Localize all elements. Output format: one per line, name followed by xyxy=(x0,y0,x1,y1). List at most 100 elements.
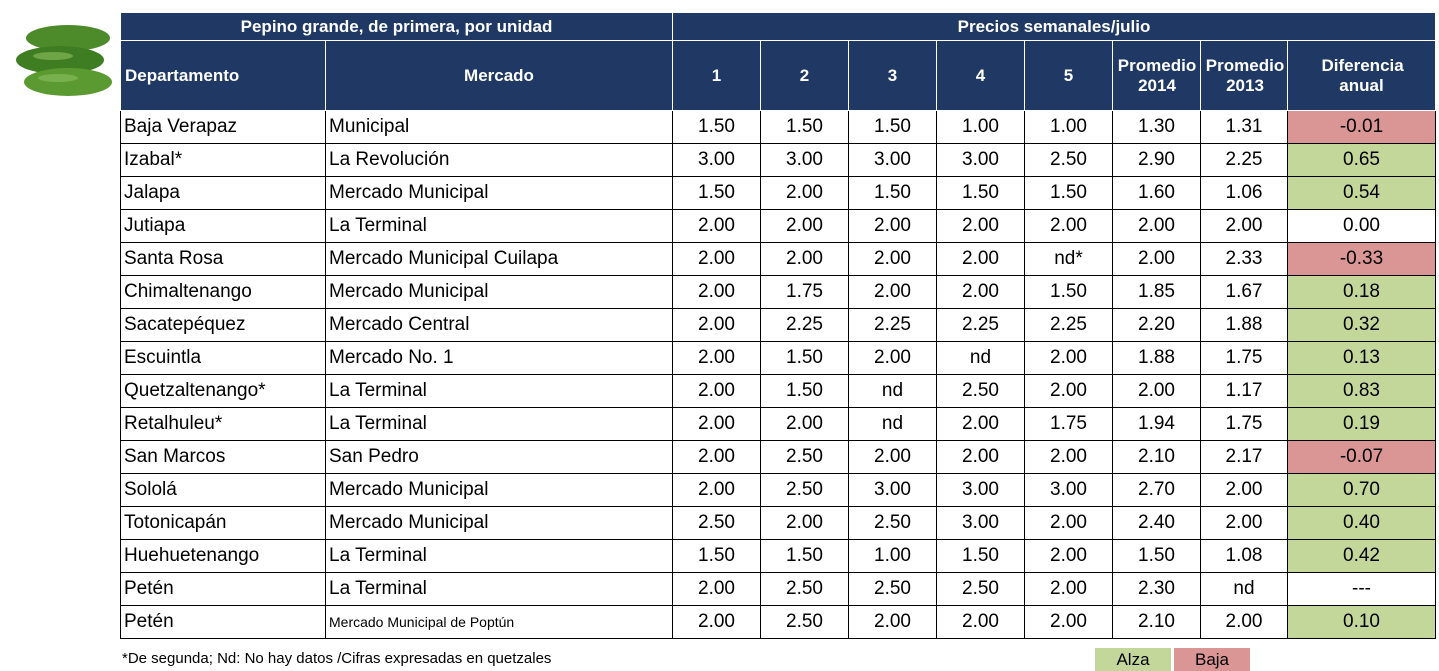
market: La Terminal xyxy=(326,573,673,606)
page: Pepino grande, de primera, por unidadPre… xyxy=(0,0,1439,671)
price-cell: 2.17 xyxy=(1201,441,1288,474)
legend-item: Baja xyxy=(1174,648,1250,671)
department: Sacatepéquez xyxy=(121,309,326,342)
price-cell: 1.30 xyxy=(1113,111,1201,144)
price-cell: 2.00 xyxy=(673,441,761,474)
price-cell: nd* xyxy=(1025,243,1113,276)
price-cell: 1.75 xyxy=(1201,342,1288,375)
price-cell: 1.50 xyxy=(849,111,937,144)
price-cell: 2.00 xyxy=(673,408,761,441)
price-cell: 2.70 xyxy=(1113,474,1201,507)
price-cell: 1.88 xyxy=(1113,342,1201,375)
price-cell: 2.00 xyxy=(937,276,1025,309)
price-cell: 2.00 xyxy=(1025,375,1113,408)
price-cell: 2.50 xyxy=(937,375,1025,408)
column-header-text: Mercado xyxy=(464,66,534,85)
price-cell: 2.25 xyxy=(849,309,937,342)
price-cell: 0.70 xyxy=(1288,474,1436,507)
price-cell: 3.00 xyxy=(761,144,849,177)
price-cell: 1.85 xyxy=(1113,276,1201,309)
price-cell: 1.94 xyxy=(1113,408,1201,441)
price-cell: 2.50 xyxy=(761,573,849,606)
price-cell: 2.00 xyxy=(849,210,937,243)
price-cell: 2.00 xyxy=(761,210,849,243)
market: Mercado Municipal xyxy=(326,177,673,210)
price-cell: 1.00 xyxy=(937,111,1025,144)
price-cell: 2.00 xyxy=(761,177,849,210)
price-cell: 2.50 xyxy=(937,573,1025,606)
department: Totonicapán xyxy=(121,507,326,540)
market: Mercado Municipal Cuilapa xyxy=(326,243,673,276)
price-cell: -0.07 xyxy=(1288,441,1436,474)
price-cell: 2.00 xyxy=(937,408,1025,441)
column-header: Departamento xyxy=(121,41,326,111)
price-cell: 0.32 xyxy=(1288,309,1436,342)
price-cell: 1.50 xyxy=(1025,177,1113,210)
price-cell: 2.00 xyxy=(673,606,761,639)
price-cell: 0.40 xyxy=(1288,507,1436,540)
price-cell: 1.31 xyxy=(1201,111,1288,144)
price-cell: 2.50 xyxy=(761,474,849,507)
price-cell: 0.00 xyxy=(1288,210,1436,243)
price-cell: 1.75 xyxy=(1201,408,1288,441)
price-cell: 1.00 xyxy=(849,540,937,573)
market: San Pedro xyxy=(326,441,673,474)
price-cell: 1.50 xyxy=(673,111,761,144)
price-cell: 1.50 xyxy=(1025,276,1113,309)
department: Jalapa xyxy=(121,177,326,210)
column-header-text: 5 xyxy=(1064,66,1073,85)
column-header-text: Promedio 2014 xyxy=(1117,56,1197,96)
price-cell: 2.00 xyxy=(673,210,761,243)
price-cell: 1.75 xyxy=(761,276,849,309)
price-cell: 2.00 xyxy=(1201,507,1288,540)
price-cell: 2.20 xyxy=(1113,309,1201,342)
column-header-text: 1 xyxy=(712,66,721,85)
column-header: 5 xyxy=(1025,41,1113,111)
price-cell: 0.18 xyxy=(1288,276,1436,309)
price-cell: 2.00 xyxy=(673,342,761,375)
price-cell: 3.00 xyxy=(673,144,761,177)
price-cell: nd xyxy=(849,375,937,408)
price-cell: -0.33 xyxy=(1288,243,1436,276)
market: Mercado Municipal de Poptún xyxy=(326,606,673,639)
legend-item: Alza xyxy=(1095,648,1171,671)
market: La Terminal xyxy=(326,408,673,441)
department: Sololá xyxy=(121,474,326,507)
price-cell: 1.50 xyxy=(673,177,761,210)
column-header-text: Diferencia anual xyxy=(1322,56,1402,96)
department: Santa Rosa xyxy=(121,243,326,276)
price-cell: 2.50 xyxy=(673,507,761,540)
price-cell: 1.50 xyxy=(761,342,849,375)
table-title: Pepino grande, de primera, por unidad xyxy=(121,13,673,41)
price-cell: -0.01 xyxy=(1288,111,1436,144)
price-cell: 2.00 xyxy=(1025,507,1113,540)
price-cell: 2.00 xyxy=(937,243,1025,276)
price-cell: 1.50 xyxy=(1113,540,1201,573)
price-cell: 1.50 xyxy=(937,540,1025,573)
department: Huehuetenango xyxy=(121,540,326,573)
price-cell: 2.00 xyxy=(1025,573,1113,606)
price-cell: 2.50 xyxy=(761,606,849,639)
price-cell: 2.00 xyxy=(1201,210,1288,243)
price-cell: 1.67 xyxy=(1201,276,1288,309)
price-cell: 1.50 xyxy=(673,540,761,573)
price-cell: 3.00 xyxy=(937,144,1025,177)
price-cell: 2.00 xyxy=(849,276,937,309)
price-cell: 2.25 xyxy=(1201,144,1288,177)
price-cell: 0.42 xyxy=(1288,540,1436,573)
price-cell: 2.00 xyxy=(937,210,1025,243)
price-cell: 2.00 xyxy=(673,309,761,342)
market: Mercado Municipal xyxy=(326,474,673,507)
price-cell: 0.83 xyxy=(1288,375,1436,408)
market: La Terminal xyxy=(326,375,673,408)
